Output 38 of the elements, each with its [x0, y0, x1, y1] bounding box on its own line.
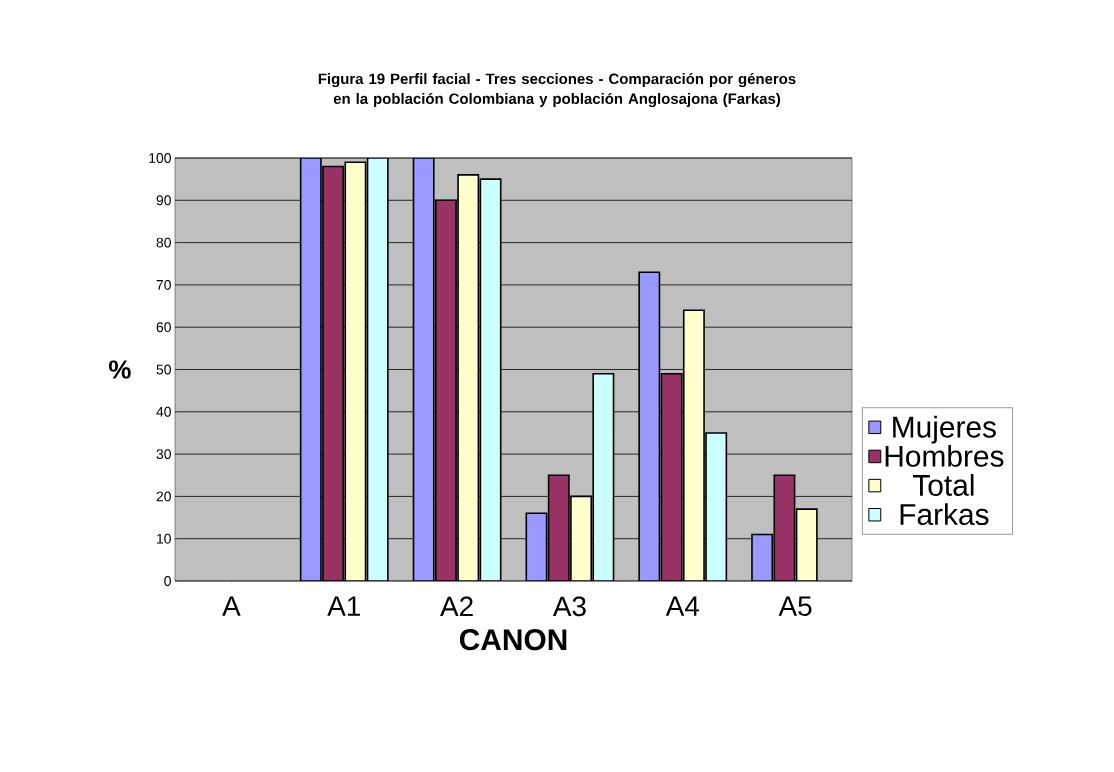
y-tick-label: 0: [164, 576, 171, 586]
x-axis-title: CANON: [459, 629, 567, 651]
x-tick-label: A4: [665, 596, 699, 616]
bar: [366, 157, 389, 581]
bar: [592, 372, 615, 581]
legend-label: Total: [912, 474, 974, 496]
bar: [344, 161, 367, 581]
bar: [457, 174, 480, 581]
x-tick-label: A3: [552, 596, 586, 617]
x-tick-label: A2: [440, 596, 473, 616]
x-tick-label: A5: [778, 596, 812, 616]
y-tick-label: 10: [157, 533, 171, 544]
x-tick-label: A1: [327, 596, 360, 616]
y-tick-label: 90: [156, 195, 171, 206]
y-tick-label: 30: [156, 449, 171, 460]
y-tick-label: 40: [156, 406, 171, 417]
x-tick-label: A: [222, 596, 241, 616]
bar: [705, 432, 728, 581]
bar: [638, 271, 661, 581]
y-tick-label: 100: [149, 153, 171, 163]
bar: [660, 372, 683, 581]
bar: [795, 508, 818, 581]
bar: [412, 157, 435, 581]
bar: [479, 178, 502, 581]
legend-label: Hombres: [885, 444, 1004, 467]
bar: [773, 474, 796, 581]
bar: [547, 474, 570, 581]
legend-label: Farkas: [900, 503, 989, 526]
y-tick-label: 80: [156, 237, 171, 248]
chart-title: Figura 19 Perfil facial - Tres secciones - Comparación por géneros en la población Colombiana y población Anglosajona (Farkas): [318, 72, 796, 108]
y-tick-label: 20: [156, 491, 171, 502]
bar: [525, 512, 548, 581]
y-tick-label: 50: [156, 364, 171, 375]
y-tick-label: 60: [156, 322, 171, 333]
y-tick-label: 70: [156, 279, 171, 290]
legend-label: Mujeres: [893, 415, 996, 444]
y-axis-title: %: [108, 360, 131, 379]
bar: [299, 157, 322, 581]
